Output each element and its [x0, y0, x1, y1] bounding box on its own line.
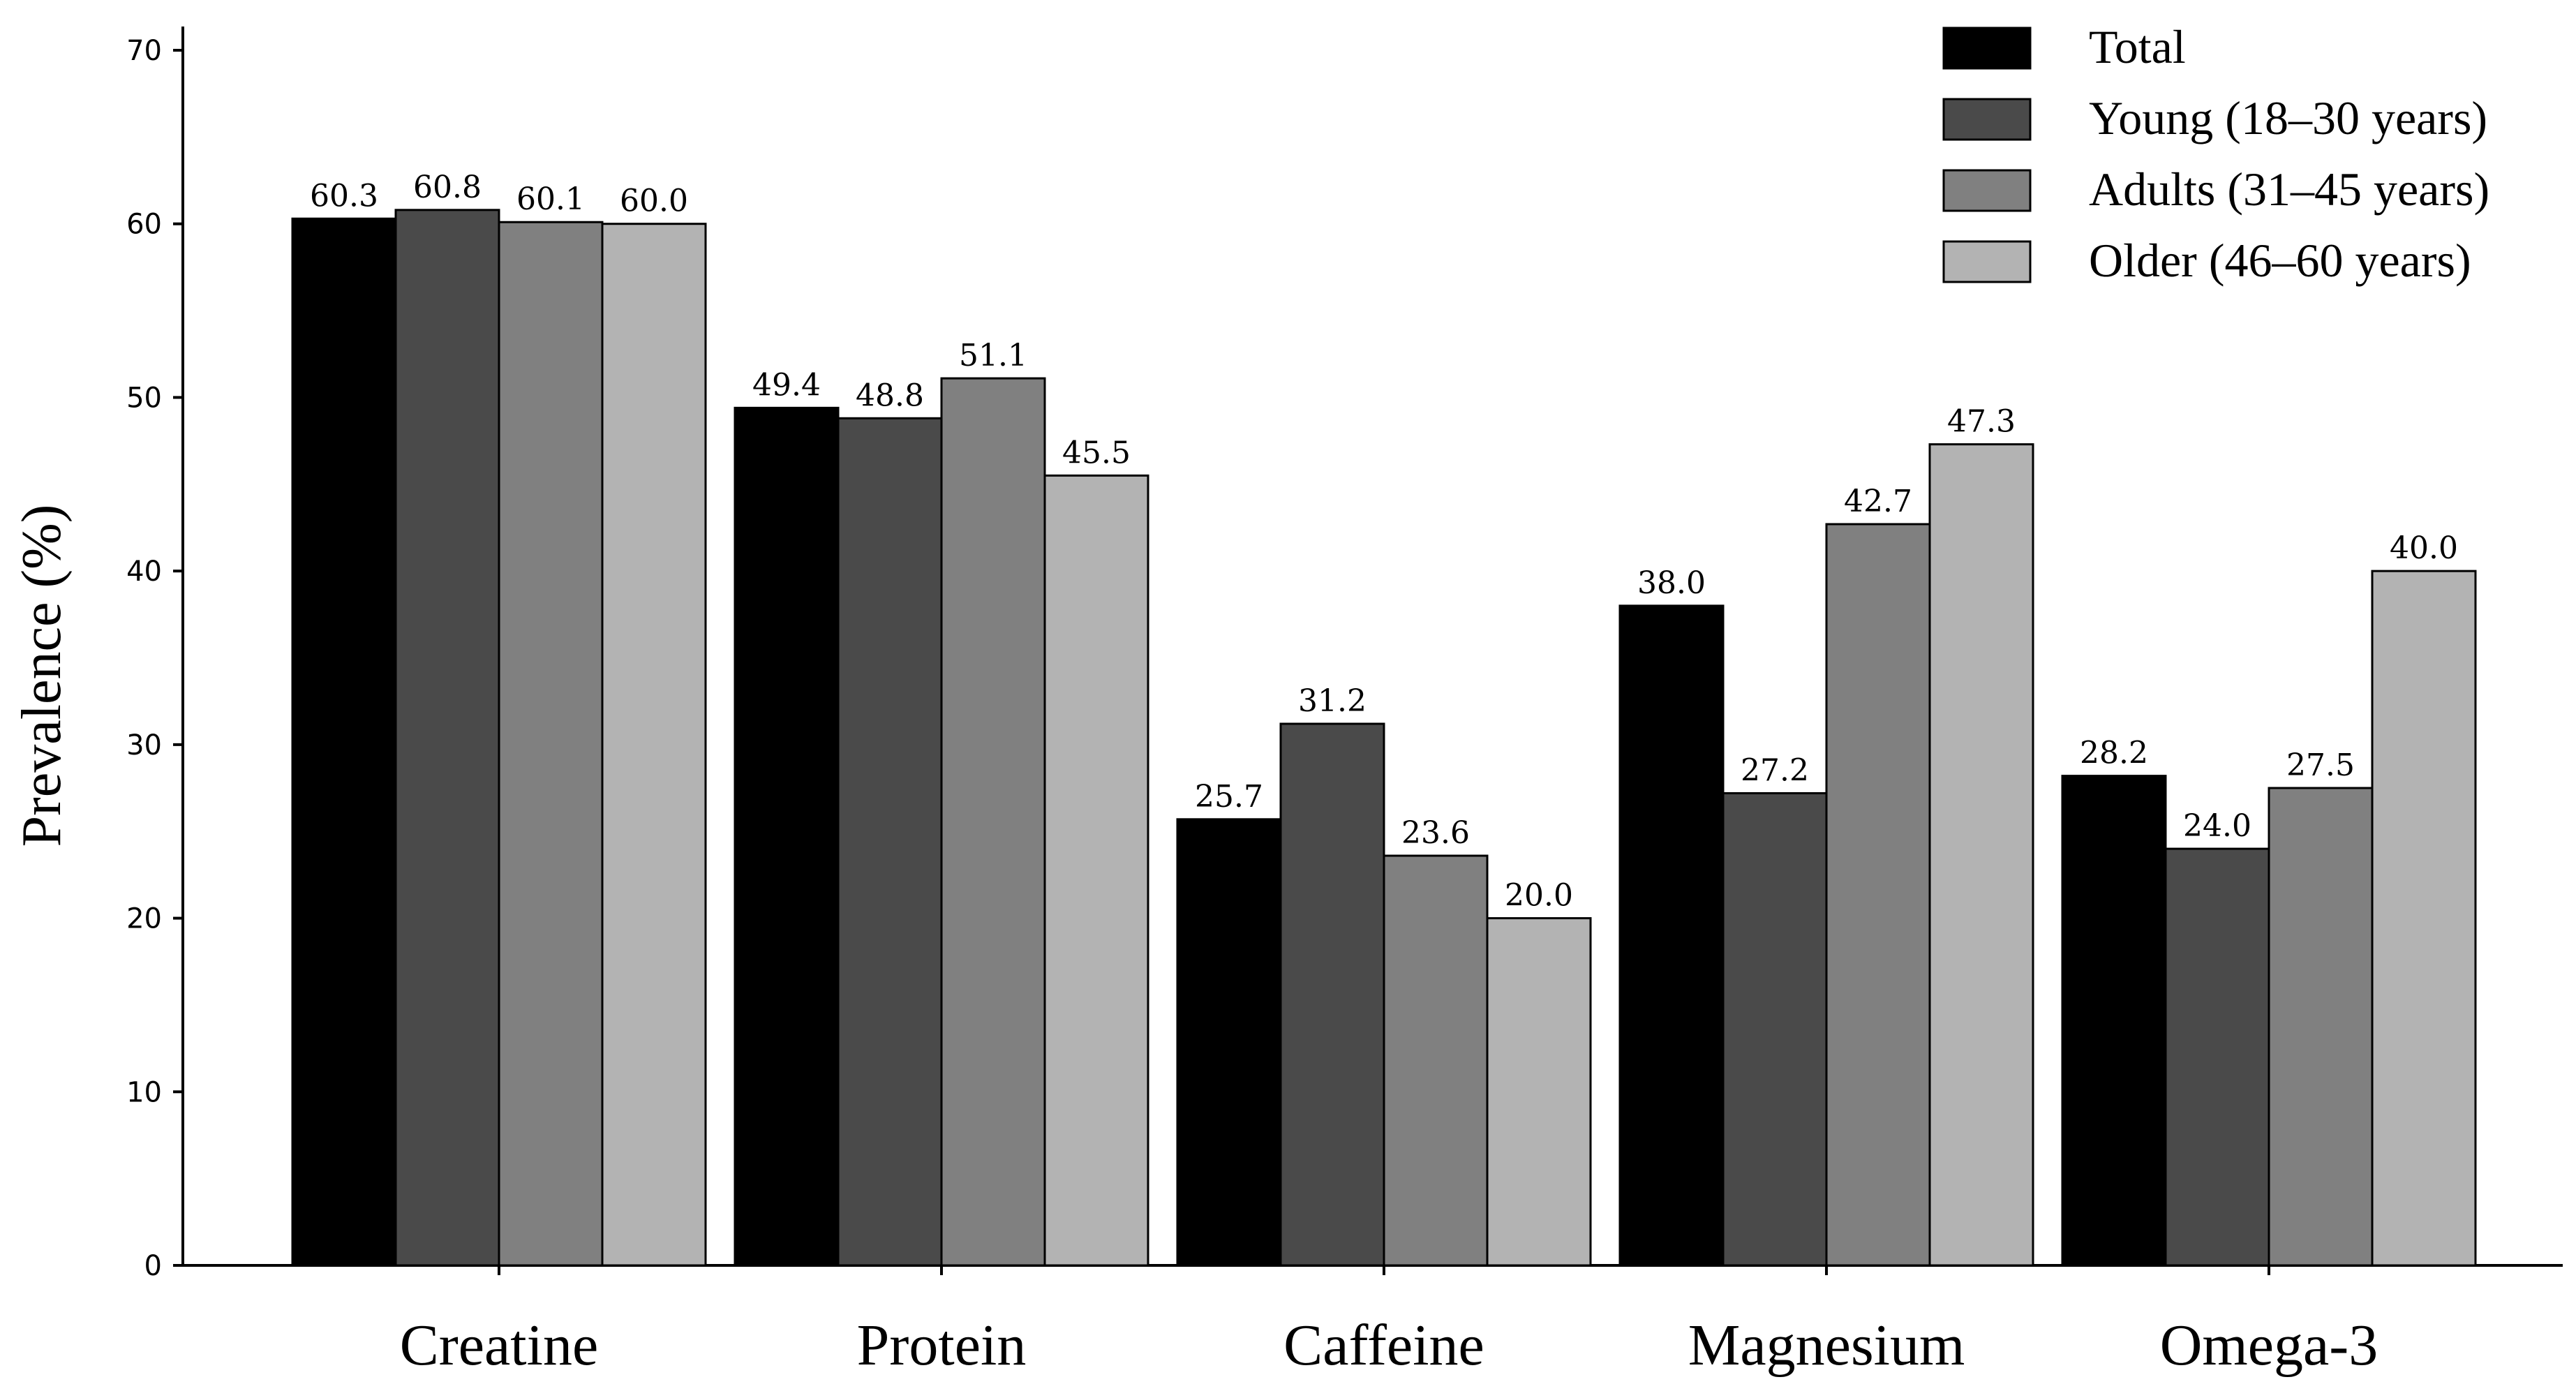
y-tick-label: 20 — [126, 903, 162, 935]
legend-swatch — [1942, 169, 2032, 212]
bar-value-label: 27.5 — [2286, 748, 2355, 783]
y-axis-label: Prevalence (%) — [11, 505, 73, 847]
legend: Total Young (18–30 years) Adults (31–45 ye… — [1942, 20, 2489, 287]
legend-item: Adults (31–45 years) — [1942, 163, 2489, 216]
bar-value-label: 60.0 — [620, 184, 688, 219]
bar-value-label: 42.7 — [1844, 484, 1912, 519]
x-tick-label: Protein — [857, 1313, 1027, 1378]
legend-label: Adults (31–45 years) — [2089, 163, 2489, 216]
bar-value-label: 49.4 — [752, 367, 821, 403]
x-tick-label: Creatine — [400, 1313, 599, 1378]
bar — [1618, 604, 1725, 1267]
legend-swatch — [1942, 240, 2032, 283]
legend-swatch — [1942, 27, 2032, 70]
legend-label: Young (18–30 years) — [2089, 91, 2487, 144]
legend-item: Young (18–30 years) — [1942, 91, 2487, 144]
bar — [1383, 854, 1489, 1267]
bar — [2371, 570, 2477, 1267]
legend-item: Older (46–60 years) — [1942, 234, 2471, 287]
bar-value-label: 60.3 — [310, 178, 378, 214]
bar — [940, 377, 1046, 1267]
bar-value-label: 20.0 — [1505, 878, 1573, 914]
bar — [2164, 847, 2270, 1267]
bar — [601, 223, 707, 1267]
bar-value-label: 25.7 — [1195, 779, 1263, 815]
bar-value-label: 27.2 — [1741, 752, 1809, 788]
bar — [1043, 474, 1149, 1267]
bar-value-label: 31.2 — [1298, 683, 1367, 719]
bar — [1825, 523, 1931, 1267]
bar — [2061, 775, 2167, 1267]
y-tick-label: 40 — [126, 556, 162, 588]
y-tick-label: 70 — [126, 35, 162, 67]
bar-value-label: 28.2 — [2080, 736, 2148, 771]
bar — [394, 209, 500, 1267]
y-tick-label: 30 — [126, 729, 162, 761]
legend-label: Older (46–60 years) — [2089, 234, 2471, 287]
bar-value-label: 48.8 — [856, 378, 924, 413]
bar-value-label: 38.0 — [1637, 565, 1706, 601]
bar-value-label: 45.5 — [1062, 435, 1131, 470]
bar — [291, 217, 397, 1267]
y-tick-label: 0 — [144, 1250, 162, 1282]
bar — [1928, 443, 2034, 1267]
bar-value-label: 60.1 — [516, 181, 585, 217]
bar-value-label: 40.0 — [2390, 530, 2458, 566]
bar-value-label: 24.0 — [2183, 808, 2251, 844]
bar — [1486, 917, 1592, 1267]
y-tick-label: 10 — [126, 1076, 162, 1108]
y-tick-label: 50 — [126, 382, 162, 414]
bars — [291, 209, 2477, 1267]
bar — [837, 417, 943, 1267]
x-tick-label: Omega-3 — [2160, 1313, 2378, 1378]
x-tick-label: Caffeine — [1283, 1313, 1484, 1378]
bar-value-label: 23.6 — [1401, 815, 1470, 851]
bar — [734, 406, 840, 1267]
y-tick-label: 60 — [126, 209, 162, 241]
bar-value-label: 47.3 — [1947, 404, 2016, 440]
bar — [1279, 722, 1385, 1267]
bar — [498, 221, 604, 1267]
legend-swatch — [1942, 98, 2032, 141]
legend-label: Total — [2089, 20, 2186, 73]
legend-item: Total — [1942, 20, 2186, 73]
bar — [1722, 791, 1828, 1267]
bar-value-label: 51.1 — [959, 338, 1027, 373]
bar-value-labels: 60.3 60.8 60.1 60.0 49.4 48.8 51.1 45.5 25.7 31.2… — [310, 170, 2458, 914]
bar — [2268, 787, 2374, 1267]
bar-value-label: 60.8 — [413, 170, 482, 205]
x-tick-label: Magnesium — [1688, 1313, 1965, 1378]
bar — [1176, 818, 1282, 1267]
